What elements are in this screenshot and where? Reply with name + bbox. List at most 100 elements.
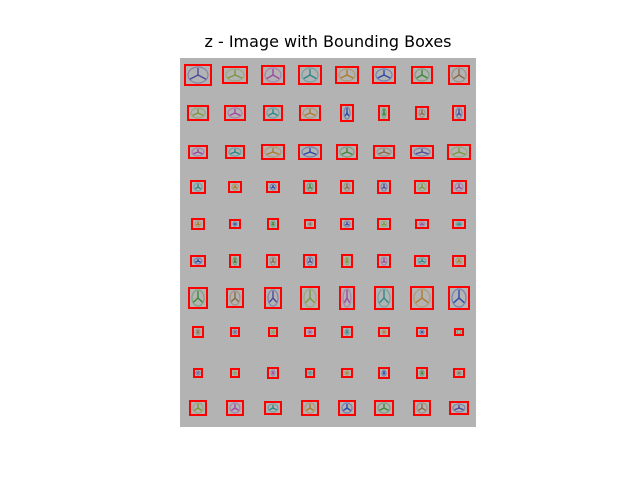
- sprite-spoke: [272, 407, 277, 411]
- bounding-box: [188, 145, 208, 159]
- sprite-outline: [413, 288, 431, 308]
- bounding-box: [299, 105, 321, 121]
- bounding-box: [192, 326, 204, 338]
- bounding-box: [414, 180, 430, 194]
- sprite-outline: [193, 257, 203, 265]
- sprite-outline: [229, 402, 241, 414]
- bounding-box: [448, 65, 470, 85]
- sprite-spoke: [234, 74, 243, 79]
- bbox-rect: [226, 288, 244, 308]
- bounding-box: [454, 328, 464, 336]
- sprite-spoke: [383, 297, 390, 304]
- sprite-spoke: [383, 151, 390, 155]
- bbox-rect: [415, 106, 429, 120]
- sprite-outline: [454, 182, 464, 192]
- sprite-outline: [227, 107, 243, 119]
- bbox-rect: [266, 254, 280, 268]
- bbox-rect: [267, 367, 279, 379]
- bbox-rect: [454, 328, 464, 336]
- sprite-outline: [456, 370, 462, 376]
- sprite-spoke: [309, 407, 314, 411]
- sprite-spoke: [304, 297, 311, 304]
- bbox-rect: [378, 327, 390, 337]
- sprite-spoke: [272, 186, 276, 189]
- sprite-outline: [232, 221, 238, 227]
- sprite-outline: [418, 108, 426, 118]
- sprite-spoke: [415, 151, 423, 155]
- bbox-rect: [184, 64, 212, 86]
- sprite-outline: [413, 147, 431, 157]
- sprite-spoke: [383, 331, 386, 334]
- bbox-rect: [303, 180, 317, 194]
- bounding-box: [410, 286, 434, 310]
- sprite-spoke: [303, 74, 311, 80]
- sprite-outline: [416, 402, 428, 414]
- bbox-rect: [187, 105, 209, 121]
- bounding-box: [230, 368, 240, 378]
- sprite-outline: [456, 329, 462, 335]
- bbox-rect: [300, 286, 320, 310]
- sprite-spoke: [306, 407, 311, 411]
- bounding-box: [187, 105, 209, 121]
- bbox-rect: [340, 104, 354, 122]
- bbox-rect: [452, 105, 466, 121]
- bbox-rect: [451, 180, 467, 194]
- bounding-box: [340, 180, 354, 194]
- sprite-spoke: [452, 151, 460, 156]
- bounding-box: [378, 327, 390, 337]
- sprite-outline: [343, 106, 351, 120]
- sprite-spoke: [272, 223, 275, 226]
- sprite-spoke: [195, 260, 199, 263]
- sprite-outline: [302, 107, 318, 119]
- sprite-spoke: [453, 74, 460, 80]
- bounding-box: [190, 255, 206, 267]
- sprite-spoke: [383, 112, 386, 116]
- bounding-box: [303, 180, 317, 194]
- bbox-rect: [228, 181, 242, 193]
- sprite-spoke: [230, 297, 236, 303]
- bounding-box: [304, 219, 316, 229]
- sprite-spoke: [419, 112, 423, 116]
- sprite-outline: [190, 107, 206, 119]
- bounding-box: [225, 145, 245, 159]
- sprite-spoke: [231, 407, 236, 411]
- bbox-rect: [378, 105, 390, 121]
- sprite-spoke: [193, 297, 199, 303]
- sprite-outline: [375, 68, 393, 82]
- bbox-rect: [298, 65, 322, 85]
- sprite-spoke: [415, 297, 423, 304]
- sprite-outline: [194, 220, 202, 228]
- sprite-spoke: [346, 74, 354, 79]
- sprite-spoke: [458, 151, 466, 156]
- bounding-box: [413, 400, 431, 416]
- bbox-rect: [410, 286, 434, 310]
- sprite-spoke: [197, 112, 204, 117]
- bbox-rect: [261, 65, 285, 85]
- sprite-spoke: [458, 407, 464, 411]
- sprite-spoke: [304, 112, 311, 117]
- bounding-box: [415, 106, 429, 120]
- sprite-spoke: [383, 186, 387, 190]
- sprite-outline: [339, 146, 355, 158]
- bounding-box: [228, 181, 242, 193]
- sprite-spoke: [382, 331, 385, 334]
- bounding-box: [222, 66, 248, 84]
- sprite-outline: [380, 256, 388, 266]
- bbox-rect: [298, 144, 322, 160]
- sprite-spoke: [234, 112, 241, 117]
- bbox-rect: [193, 368, 203, 378]
- sprite-spoke: [197, 186, 202, 190]
- bounding-box: [416, 367, 428, 379]
- bbox-rect: [189, 400, 207, 416]
- bounding-box: [377, 218, 391, 230]
- sprite-spoke: [341, 151, 348, 156]
- bbox-rect: [335, 66, 359, 84]
- sprite-spoke: [346, 186, 350, 190]
- sprite-outline: [455, 221, 463, 227]
- sprite-outline: [381, 107, 387, 119]
- sprite-spoke: [270, 260, 274, 264]
- sprite-outline: [417, 257, 427, 265]
- sprite-spoke: [197, 223, 201, 226]
- bbox-rect: [305, 368, 315, 378]
